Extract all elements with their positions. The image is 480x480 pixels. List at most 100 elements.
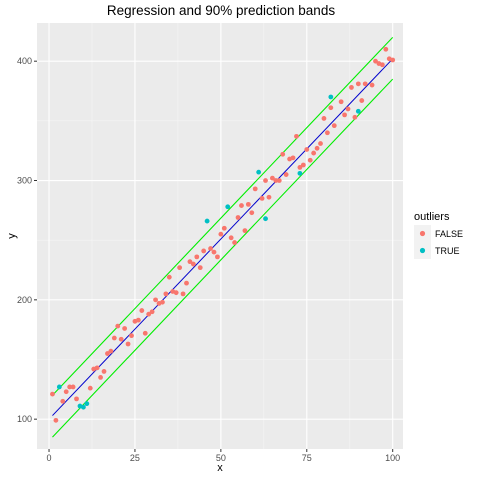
x-tick-label: 25 bbox=[130, 453, 140, 463]
regression-line bbox=[52, 58, 394, 416]
point-false bbox=[149, 309, 155, 315]
point-false bbox=[70, 384, 76, 390]
point-false bbox=[60, 398, 66, 404]
x-tick-label: 75 bbox=[302, 453, 312, 463]
point-false bbox=[379, 62, 385, 68]
point-false bbox=[297, 164, 303, 170]
point-false bbox=[328, 105, 334, 111]
point-false bbox=[266, 194, 272, 200]
legend: outliers FALSE TRUE bbox=[414, 211, 463, 259]
point-false bbox=[53, 417, 59, 423]
point-false bbox=[125, 341, 131, 347]
point-true bbox=[256, 169, 262, 175]
points-layer bbox=[50, 46, 396, 423]
upper-prediction-band bbox=[52, 36, 394, 396]
prediction-bands bbox=[52, 36, 394, 438]
point-false bbox=[146, 311, 152, 317]
legend-swatch bbox=[419, 230, 426, 237]
point-false bbox=[187, 259, 193, 265]
regression-line-layer bbox=[52, 58, 394, 416]
point-false bbox=[331, 123, 337, 129]
point-false bbox=[163, 291, 169, 297]
point-false bbox=[373, 58, 378, 64]
point-false bbox=[318, 141, 323, 146]
point-false bbox=[108, 348, 114, 354]
y-tick-label: 200 bbox=[17, 295, 32, 305]
point-false bbox=[362, 81, 368, 87]
point-true bbox=[263, 216, 268, 222]
point-false bbox=[129, 333, 134, 339]
point-false bbox=[221, 225, 227, 231]
point-false bbox=[235, 215, 241, 220]
point-false bbox=[139, 308, 145, 313]
point-false bbox=[300, 162, 306, 168]
point-true bbox=[56, 384, 62, 390]
x-tick-label: 0 bbox=[47, 453, 52, 463]
point-false bbox=[294, 133, 299, 139]
point-true bbox=[328, 94, 334, 100]
point-false bbox=[190, 261, 196, 267]
point-false bbox=[280, 151, 286, 157]
point-false bbox=[259, 196, 265, 201]
point-false bbox=[311, 150, 317, 156]
point-false bbox=[273, 178, 279, 183]
point-false bbox=[160, 299, 165, 305]
point-false bbox=[276, 178, 282, 183]
point-false bbox=[201, 248, 207, 254]
point-false bbox=[197, 265, 203, 271]
point-false bbox=[252, 186, 258, 192]
point-false bbox=[359, 98, 365, 103]
point-false bbox=[342, 112, 347, 118]
x-tick-label: 50 bbox=[216, 453, 226, 463]
chart-title: Regression and 90% prediction bands bbox=[107, 3, 335, 18]
point-false bbox=[228, 235, 234, 241]
point-false bbox=[324, 130, 330, 136]
point-false bbox=[290, 155, 296, 161]
point-true bbox=[355, 108, 361, 114]
point-false bbox=[101, 369, 107, 374]
point-false bbox=[166, 274, 172, 280]
point-false bbox=[245, 201, 251, 207]
point-true bbox=[80, 404, 86, 410]
legend-swatch bbox=[419, 247, 426, 254]
point-false bbox=[304, 147, 310, 152]
y-tick-label: 300 bbox=[17, 176, 32, 186]
point-false bbox=[283, 172, 289, 177]
x-axis: 0 25 50 75 100 bbox=[47, 449, 400, 463]
point-true bbox=[225, 204, 231, 210]
point-false bbox=[74, 396, 79, 402]
point-false bbox=[314, 145, 320, 151]
point-false bbox=[270, 175, 275, 181]
legend-label: FALSE bbox=[435, 229, 463, 239]
point-false bbox=[142, 330, 148, 336]
point-false bbox=[177, 265, 183, 271]
point-false bbox=[194, 254, 200, 260]
point-false bbox=[390, 57, 396, 63]
legend-title: outliers bbox=[414, 211, 450, 223]
point-false bbox=[239, 203, 244, 208]
point-false bbox=[180, 291, 186, 297]
point-false bbox=[338, 99, 344, 105]
point-false bbox=[173, 290, 179, 296]
point-false bbox=[184, 280, 189, 286]
point-false bbox=[122, 326, 128, 331]
point-true bbox=[84, 401, 90, 407]
point-false bbox=[263, 178, 268, 183]
point-false bbox=[215, 254, 220, 260]
point-false bbox=[218, 231, 224, 237]
point-false bbox=[345, 106, 351, 112]
point-false bbox=[105, 351, 110, 356]
x-tick-label: 100 bbox=[385, 453, 400, 463]
point-false bbox=[135, 317, 141, 323]
point-false bbox=[349, 85, 354, 90]
point-false bbox=[98, 375, 103, 380]
y-axis-title: y bbox=[6, 233, 18, 239]
point-false bbox=[369, 82, 375, 88]
point-false bbox=[208, 246, 213, 251]
point-false bbox=[321, 116, 327, 121]
x-axis-title: x bbox=[217, 462, 223, 474]
point-false bbox=[211, 249, 217, 255]
point-false bbox=[118, 336, 124, 342]
point-false bbox=[249, 210, 255, 216]
